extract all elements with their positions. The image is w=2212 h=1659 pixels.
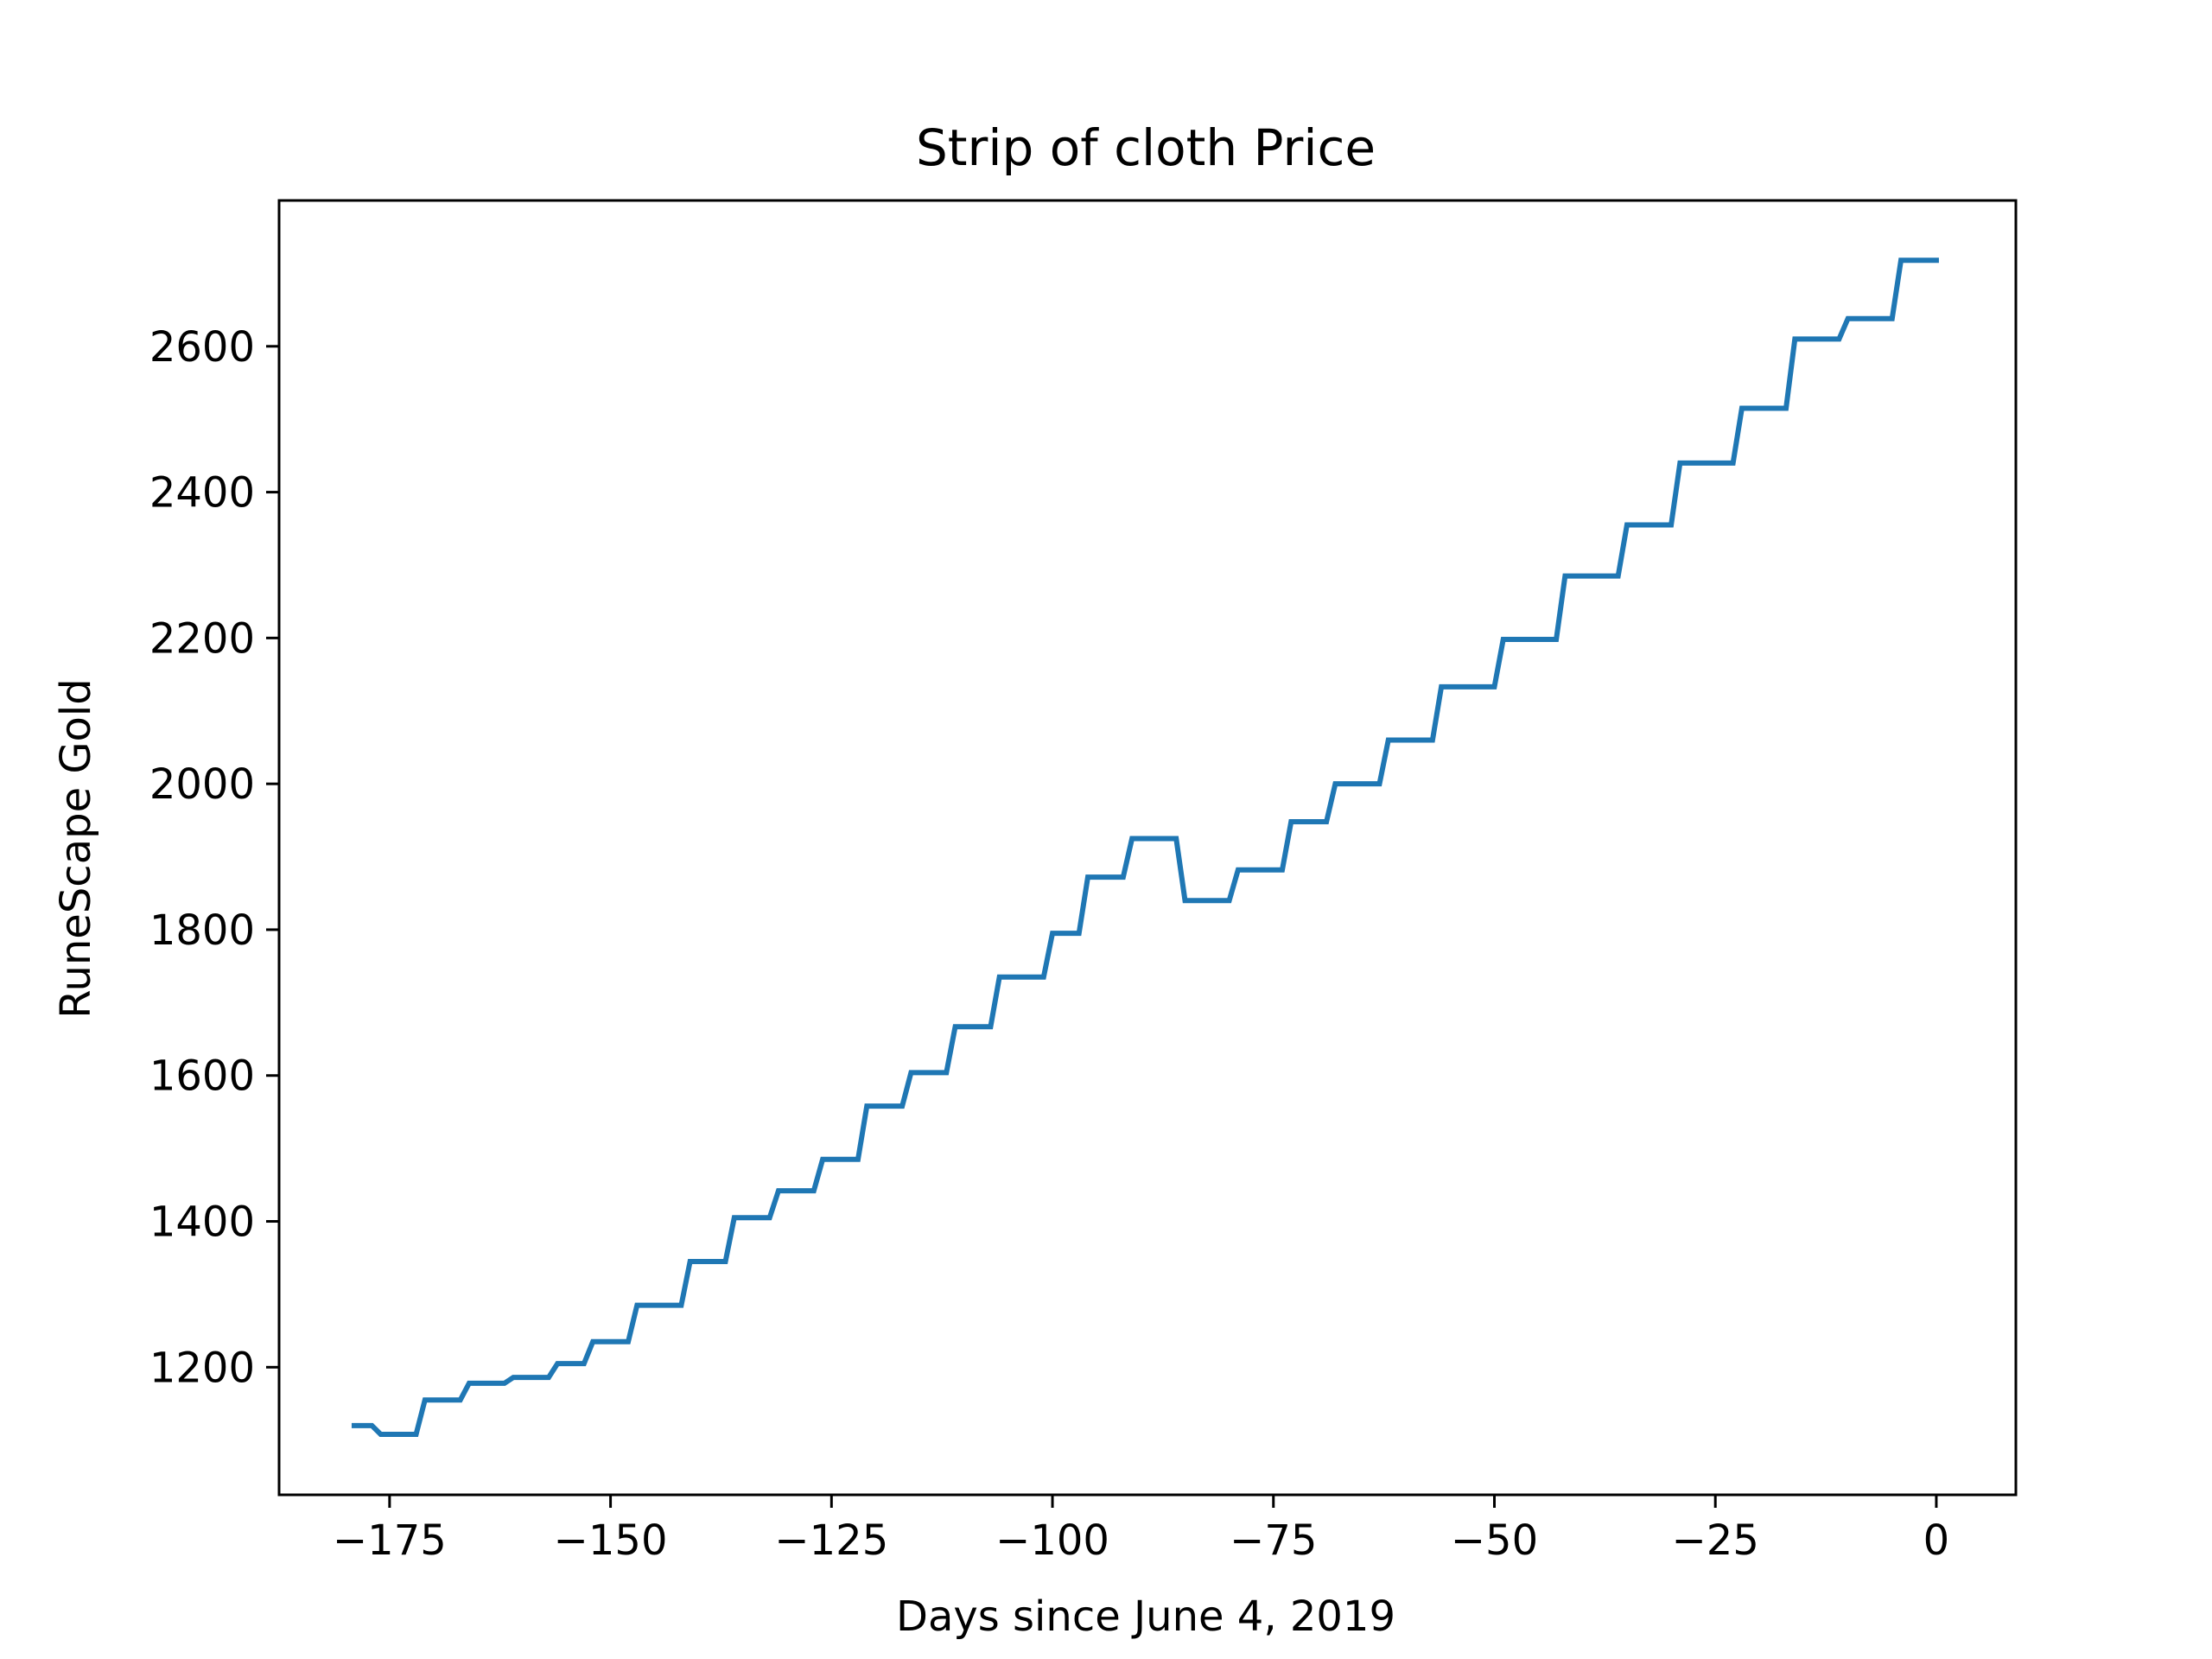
y-tick-label: 1600 (149, 1052, 255, 1101)
x-tick-label: −175 (333, 1516, 447, 1565)
y-tick-label: 2200 (149, 614, 255, 663)
x-axis-label: Days since June 4, 2019 (896, 1592, 1395, 1641)
plot-frame (277, 199, 2018, 1497)
y-axis-label: RuneScape Gold (52, 678, 100, 1018)
y-tick-label: 2600 (149, 323, 255, 372)
x-tick-label: −150 (554, 1516, 668, 1565)
y-tick-label: 2000 (149, 760, 255, 809)
x-tick-label: −125 (774, 1516, 888, 1565)
x-tick-label: −50 (1451, 1516, 1538, 1565)
plot-area: −175 −150 −125 −100 −75 −50 −25 0 1200 1400 1600 18… (149, 199, 2018, 1565)
series-line-0 (351, 257, 1939, 1437)
y-tick-label: 1200 (149, 1344, 255, 1392)
y-tick-label: 1400 (149, 1198, 255, 1247)
chart-title: Strip of cloth Price (916, 118, 1376, 177)
y-tick-label: 1800 (149, 906, 255, 955)
x-tick-label: −100 (995, 1516, 1109, 1565)
y-tick-label: 2400 (149, 469, 255, 518)
x-tick-label: −75 (1230, 1516, 1317, 1565)
x-tick-label: −25 (1672, 1516, 1759, 1565)
x-tick-label: 0 (1923, 1516, 1950, 1565)
